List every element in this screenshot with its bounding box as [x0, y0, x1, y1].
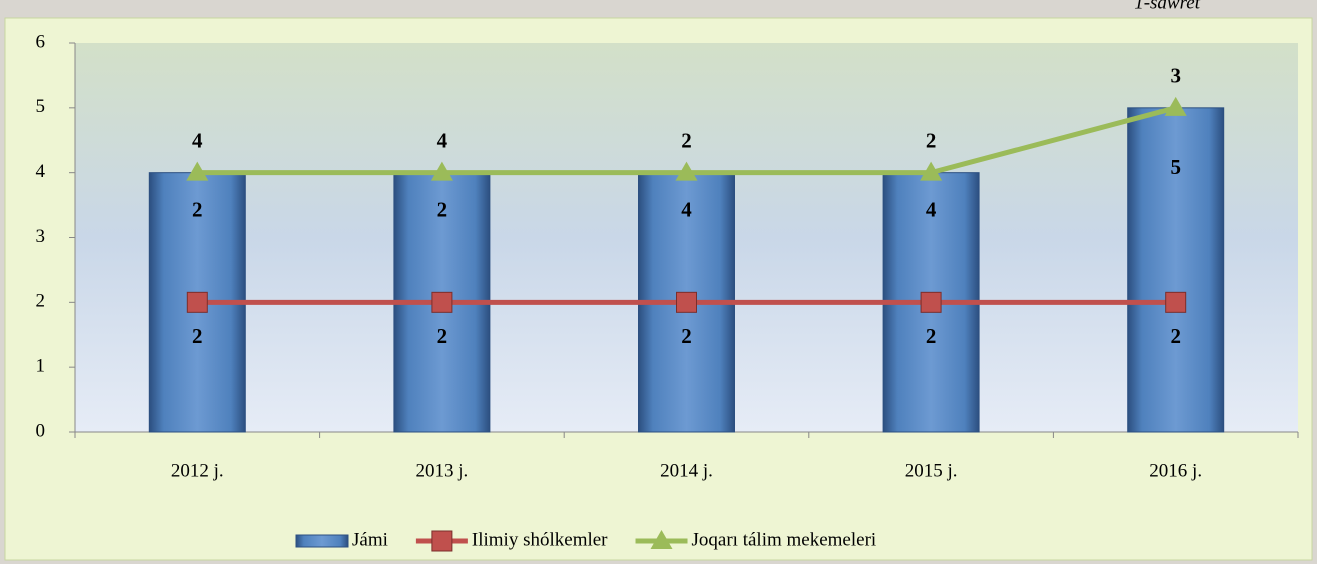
marker	[186, 291, 208, 313]
marker	[676, 291, 697, 313]
x-tick-label: 2012 j.	[171, 460, 224, 481]
x-tick-label: 2014 j.	[660, 460, 713, 481]
marker	[1165, 291, 1187, 313]
data-label: 2	[681, 128, 692, 152]
marker	[431, 530, 453, 552]
marker	[430, 161, 453, 181]
x-tick-label: 2013 j.	[416, 460, 469, 481]
data-label: 2	[192, 324, 203, 348]
legend-label: Joqarı tálim mekemeleri	[692, 529, 877, 550]
y-tick-label: 2	[36, 291, 46, 312]
x-tick-label: 2015 j.	[905, 460, 958, 481]
data-label: 3	[1170, 64, 1181, 88]
x-tick-label: 2016 j.	[1149, 460, 1202, 481]
data-label: 2	[926, 128, 937, 152]
bar	[1127, 107, 1225, 433]
marker	[1164, 96, 1187, 116]
y-tick-label: 0	[36, 420, 46, 441]
data-label: 2	[437, 197, 448, 221]
figure-label: 1-sawret	[1134, 0, 1201, 13]
marker	[186, 161, 209, 181]
legend-swatch	[295, 534, 349, 548]
data-label: 5	[1170, 155, 1181, 179]
data-label: 2	[926, 324, 937, 348]
data-label: 4	[926, 197, 937, 221]
y-tick-label: 1	[36, 356, 46, 377]
legend-label: Jámi	[352, 529, 388, 550]
data-label: 4	[681, 197, 692, 221]
legend-label: Ilimiy shólkemler	[472, 529, 608, 550]
data-label: 2	[192, 197, 203, 221]
marker	[650, 530, 673, 549]
data-label: 4	[192, 128, 203, 152]
data-label: 2	[437, 324, 448, 348]
marker	[920, 161, 943, 181]
y-tick-label: 6	[36, 31, 46, 52]
data-label: 2	[681, 324, 692, 348]
data-label: 4	[437, 128, 448, 152]
marker	[675, 161, 698, 181]
data-label: 2	[1170, 324, 1181, 348]
y-tick-label: 5	[36, 96, 46, 117]
y-tick-label: 3	[36, 226, 46, 247]
y-tick-label: 4	[36, 161, 46, 182]
marker	[920, 291, 942, 313]
marker	[431, 291, 453, 313]
